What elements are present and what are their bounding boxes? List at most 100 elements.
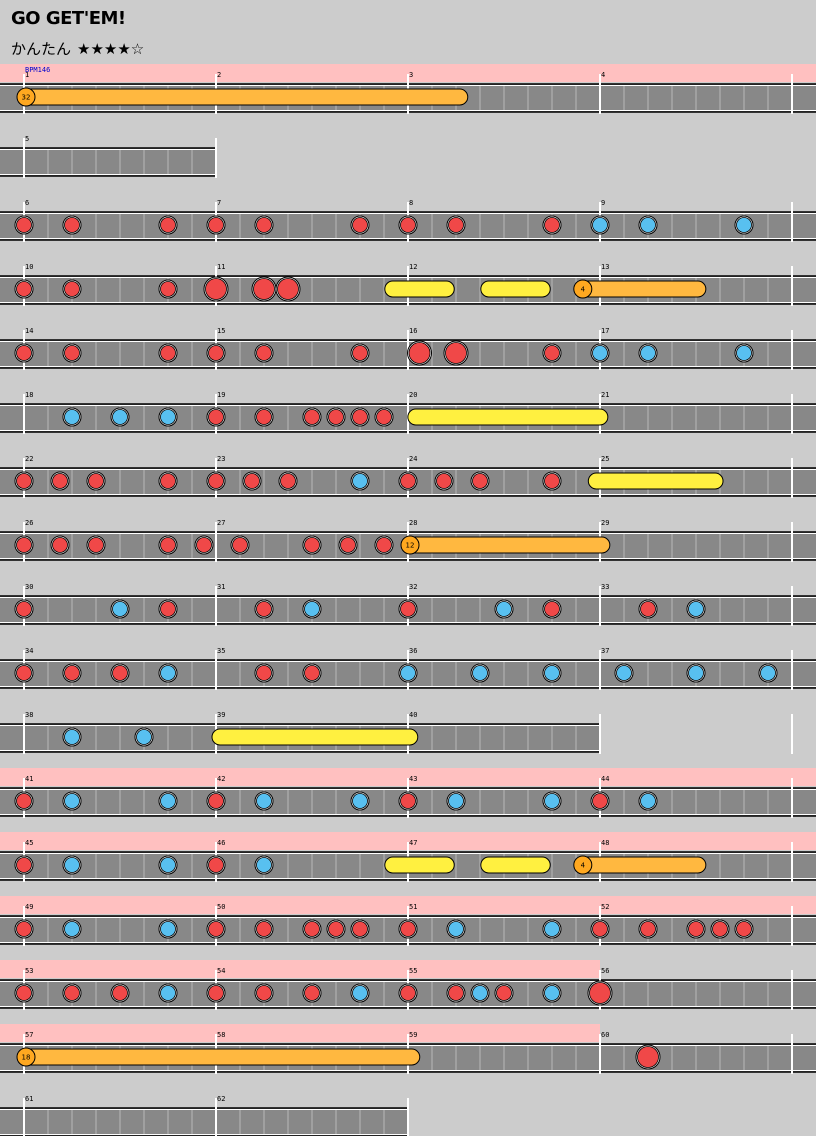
- ka-note: [352, 473, 368, 489]
- don-note: [304, 665, 320, 681]
- don-note: [352, 409, 368, 425]
- don-note: [544, 217, 560, 233]
- don-note: [304, 537, 320, 553]
- measure-number: 53: [25, 967, 33, 975]
- big-don-note: [637, 1046, 659, 1068]
- drumroll-note: [211, 728, 419, 746]
- drumroll-note: [480, 280, 551, 298]
- measure-number: 11: [217, 263, 225, 271]
- don-note: [208, 857, 224, 873]
- don-note: [352, 921, 368, 937]
- don-note: [16, 537, 32, 553]
- don-note: [544, 473, 560, 489]
- difficulty-stars: ★★★★☆: [77, 40, 145, 58]
- measure-number: 9: [601, 199, 605, 207]
- don-note: [280, 473, 296, 489]
- ka-note: [760, 665, 776, 681]
- measure-number: 16: [409, 327, 417, 335]
- drumroll-note: [407, 408, 609, 426]
- don-note: [160, 217, 176, 233]
- measure-number: 22: [25, 455, 33, 463]
- don-note: [16, 281, 32, 297]
- ka-note: [256, 857, 272, 873]
- ka-note: [400, 665, 416, 681]
- ka-note: [736, 345, 752, 361]
- measure-number: 28: [409, 519, 417, 527]
- measure-number: 36: [409, 647, 417, 655]
- don-note: [160, 473, 176, 489]
- don-note: [256, 217, 272, 233]
- bpm-marker: BPM146: [25, 66, 50, 74]
- ka-note: [448, 921, 464, 937]
- don-note: [256, 921, 272, 937]
- measure-number: 50: [217, 903, 225, 911]
- don-note: [64, 985, 80, 1001]
- measure-number: 5: [25, 135, 29, 143]
- don-note: [208, 985, 224, 1001]
- measure-number: 59: [409, 1031, 417, 1039]
- don-note: [544, 601, 560, 617]
- ka-note: [160, 857, 176, 873]
- balloon-count: 18: [22, 1054, 31, 1062]
- ka-note: [640, 793, 656, 809]
- don-note: [592, 793, 608, 809]
- measure-number: 52: [601, 903, 609, 911]
- measure-number: 2: [217, 71, 221, 79]
- don-note: [340, 537, 356, 553]
- measure-number: 47: [409, 839, 417, 847]
- difficulty-line: かんたん ★★★★☆: [11, 38, 144, 59]
- don-note: [112, 985, 128, 1001]
- don-note: [400, 985, 416, 1001]
- ka-note: [592, 345, 608, 361]
- lane: [0, 1108, 408, 1136]
- measure-number: 10: [25, 263, 33, 271]
- measure-number: 12: [409, 263, 417, 271]
- don-note: [712, 921, 728, 937]
- don-note: [400, 793, 416, 809]
- don-note: [64, 217, 80, 233]
- don-note: [436, 473, 452, 489]
- drumroll-note: [384, 856, 455, 874]
- ka-note: [616, 665, 632, 681]
- don-note: [208, 409, 224, 425]
- measure-number: 17: [601, 327, 609, 335]
- ka-note: [64, 921, 80, 937]
- gogo-band: [0, 768, 816, 786]
- don-note: [64, 665, 80, 681]
- don-note: [256, 985, 272, 1001]
- measure-number: 14: [25, 327, 33, 335]
- balloon-count: 4: [581, 286, 586, 294]
- measure-number: 27: [217, 519, 225, 527]
- don-note: [16, 985, 32, 1001]
- don-note: [208, 921, 224, 937]
- balloon-count: 4: [581, 862, 586, 870]
- big-don-note: [205, 278, 227, 300]
- measure-number: 18: [25, 391, 33, 399]
- measure-number: 39: [217, 711, 225, 719]
- balloon-note: [401, 536, 611, 554]
- ka-note: [160, 921, 176, 937]
- don-note: [400, 217, 416, 233]
- balloon-note: [574, 856, 707, 874]
- measure-number: 43: [409, 775, 417, 783]
- ka-note: [472, 665, 488, 681]
- measure-number: 57: [25, 1031, 33, 1039]
- don-note: [88, 473, 104, 489]
- difficulty-label: かんたん: [11, 40, 72, 58]
- balloon-note: [574, 280, 707, 298]
- balloon-head: [16, 1047, 36, 1067]
- don-note: [592, 921, 608, 937]
- ka-note: [640, 345, 656, 361]
- ka-note: [352, 793, 368, 809]
- measure-number: 37: [601, 647, 609, 655]
- ka-note: [160, 409, 176, 425]
- don-note: [304, 985, 320, 1001]
- measure-number: 15: [217, 327, 225, 335]
- ka-note: [112, 409, 128, 425]
- measure-number: 56: [601, 967, 609, 975]
- ka-note: [160, 665, 176, 681]
- big-don-note: [445, 342, 467, 364]
- ka-note: [544, 985, 560, 1001]
- ka-note: [352, 985, 368, 1001]
- measure-number: 58: [217, 1031, 225, 1039]
